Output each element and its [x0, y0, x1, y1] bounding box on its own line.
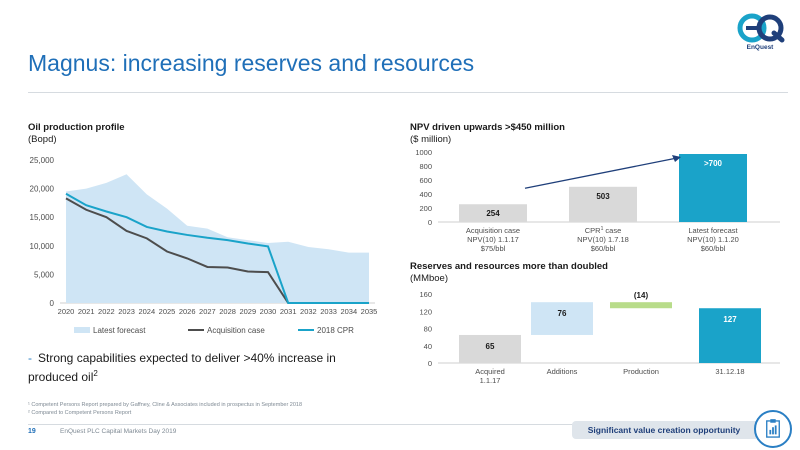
y-tick-label: 10,000 [30, 242, 55, 251]
waterfall-bar [699, 308, 761, 363]
y-tick-label: 400 [419, 190, 432, 199]
x-tick-label: 2035 [361, 307, 378, 316]
page-number: 19 [28, 428, 36, 435]
key-message-bullet: - Strong capabilities expected to deliver… [28, 350, 368, 385]
page-title: Magnus: increasing reserves and resource… [28, 50, 475, 76]
npv-category-label: CPR1 case [585, 226, 622, 235]
npv-category-label: $75/bbl [481, 244, 506, 253]
arrow-icon [524, 157, 678, 189]
x-tick-label: 2027 [199, 307, 216, 316]
bullet-text: Strong capabilities expected to deliver … [28, 351, 336, 384]
x-tick-label: 2020 [58, 307, 75, 316]
legend-label: Acquisition case [207, 326, 265, 335]
y-tick-label: 0 [428, 218, 432, 227]
waterfall-bar-label: (14) [634, 291, 649, 300]
y-tick-label: 5,000 [34, 270, 55, 279]
y-tick-label: 0 [428, 359, 432, 368]
y-tick-label: 160 [419, 290, 432, 299]
npv-category-label: NPV(10) 1.1.20 [687, 235, 739, 244]
npv-chart-subtitle: ($ million) [410, 134, 452, 145]
footnotes: ¹ Competent Persons Report prepared by G… [28, 401, 302, 417]
npv-bar-label: 503 [596, 192, 610, 201]
y-tick-label: 80 [424, 325, 432, 334]
x-tick-label: 2030 [260, 307, 277, 316]
waterfall-bar-label: 127 [723, 315, 737, 324]
y-tick-label: 120 [419, 307, 432, 316]
y-tick-label: 800 [419, 162, 432, 171]
x-tick-label: 2033 [320, 307, 337, 316]
footnote-1: ¹ Competent Persons Report prepared by G… [28, 402, 303, 408]
clipboard-chart-icon [754, 410, 792, 448]
legend-label: 2018 CPR [317, 326, 354, 335]
npv-chart-title: NPV driven upwards >$450 million [410, 122, 565, 133]
x-tick-label: 2032 [300, 307, 317, 316]
npv-category-label: Latest forecast [688, 226, 738, 235]
legend-swatch [74, 327, 90, 333]
logo-text: EnQuest [746, 44, 774, 51]
npv-category-label: $60/bbl [701, 244, 726, 253]
npv-bar [679, 154, 747, 222]
x-tick-label: 2025 [159, 307, 176, 316]
title-divider [28, 92, 788, 93]
callout-banner: Significant value creation opportunity [572, 421, 756, 439]
x-tick-label: 2023 [118, 307, 135, 316]
waterfall-category-label: Additions [547, 367, 578, 376]
bullet-superscript: 2 [93, 369, 98, 378]
production-chart-title: Oil production profile [28, 122, 125, 133]
y-tick-label: 200 [419, 204, 432, 213]
series-line-2 [65, 192, 369, 304]
reserves-chart-title: Reserves and resources more than doubled [410, 261, 608, 272]
legend-label: Latest forecast [93, 326, 146, 335]
production-chart-subtitle: (Bopd) [28, 134, 57, 145]
y-tick-label: 600 [419, 176, 432, 185]
npv-category-label: NPV(10) 1.1.17 [467, 235, 519, 244]
waterfall-bar [531, 302, 593, 335]
waterfall-category-label: Production [623, 367, 659, 376]
waterfall-bar [610, 302, 672, 309]
x-tick-label: 2029 [239, 307, 256, 316]
waterfall-category-label: Acquired [475, 367, 505, 376]
y-tick-label: 40 [424, 342, 432, 351]
y-tick-label: 25,000 [30, 156, 55, 165]
waterfall-bar-label: 65 [486, 342, 495, 351]
y-tick-label: 15,000 [30, 213, 55, 222]
npv-category-label: $60/bbl [591, 244, 616, 253]
npv-chart: 0 200 400 600 800 1000 254 503 >700 Acquisition c… [415, 148, 780, 253]
x-tick-label: 2028 [219, 307, 236, 316]
footer-divider [28, 424, 758, 425]
x-tick-label: 2031 [280, 307, 297, 316]
npv-bar [459, 204, 527, 222]
npv-bar-label: 254 [486, 209, 500, 218]
x-tick-label: 2024 [138, 307, 155, 316]
npv-bar-label: >700 [704, 159, 723, 168]
npv-category-label: NPV(10) 1.7.18 [577, 235, 629, 244]
footnote-2: ² Compared to Competent Persons Report [28, 410, 132, 416]
npv-category-label: Acquisition case [466, 226, 520, 235]
npv-bar [569, 186, 637, 222]
x-tick-label: 2026 [179, 307, 196, 316]
enquest-logo-icon [737, 13, 785, 43]
waterfall-category-label: 1.1.17 [480, 376, 501, 385]
y-tick-label: 1000 [415, 148, 432, 157]
y-tick-label: 0 [50, 299, 55, 308]
y-tick-label: 20,000 [30, 185, 55, 194]
waterfall-bar [459, 334, 521, 363]
reserves-chart-subtitle: (MMboe) [410, 273, 449, 284]
waterfall-bar-label: 76 [558, 309, 567, 318]
arrow-head [672, 155, 681, 162]
footer-text: EnQuest PLC Capital Markets Day 2019 [60, 428, 177, 435]
waterfall-category-label: 31.12.18 [715, 367, 744, 376]
x-tick-label: 2034 [340, 307, 357, 316]
x-tick-label: 2021 [78, 307, 95, 316]
x-tick-label: 2022 [98, 307, 115, 316]
bullet-marker: - [28, 351, 32, 365]
